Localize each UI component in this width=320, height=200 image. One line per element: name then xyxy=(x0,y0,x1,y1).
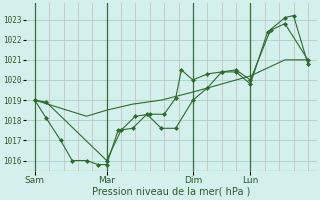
X-axis label: Pression niveau de la mer( hPa ): Pression niveau de la mer( hPa ) xyxy=(92,187,251,197)
